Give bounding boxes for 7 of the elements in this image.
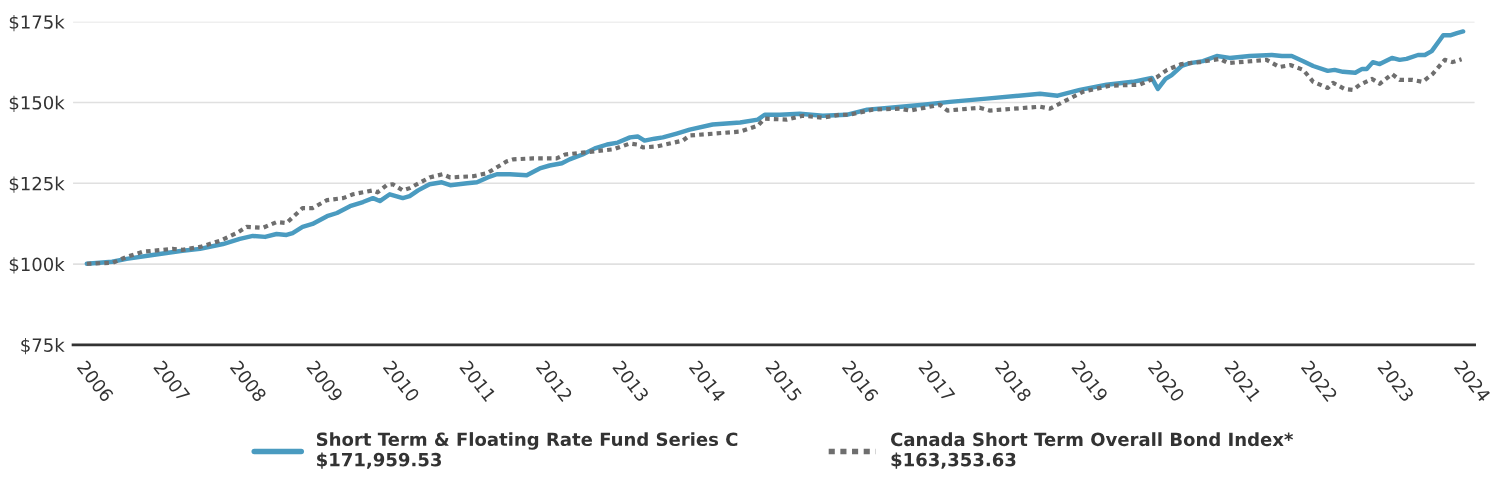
legend-label: Short Term & Floating Rate Fund Series C $171,959.53 bbox=[316, 432, 738, 469]
y-tick-label: $175k bbox=[9, 14, 65, 32]
y-tick-label: $75k bbox=[21, 337, 65, 355]
y-tick-label: $100k bbox=[9, 257, 65, 274]
legend-label: Canada Short Term Overall Bond Index* $163,353.63 bbox=[890, 432, 1294, 469]
y-tick-label: $125k bbox=[9, 176, 65, 193]
y-tick-label: $150k bbox=[9, 95, 65, 113]
